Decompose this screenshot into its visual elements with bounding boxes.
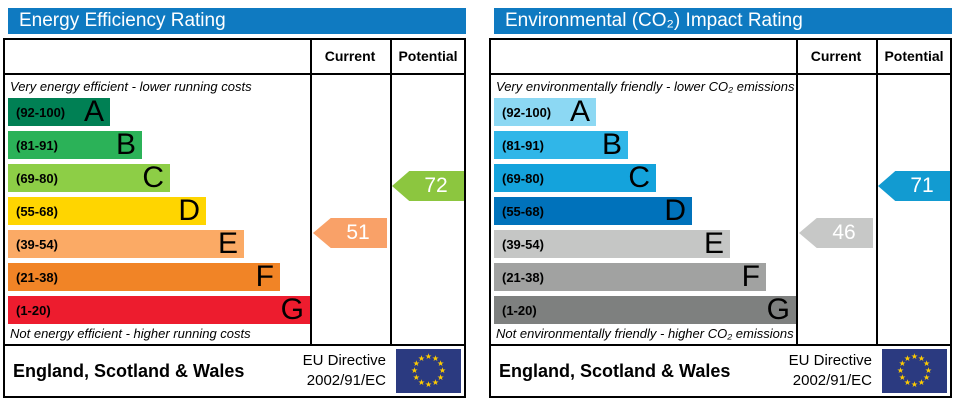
column-divider [390, 40, 392, 344]
panel-footer: England, Scotland & Wales EU Directive 2… [491, 346, 950, 396]
top-caption: Very energy efficient - lower running co… [10, 79, 252, 94]
current-column-header: Current [810, 48, 862, 64]
rating-band-b: (81-91) B [8, 128, 142, 161]
band-letter: F [741, 260, 760, 293]
header-divider [5, 73, 464, 75]
rating-bands: (92-100) A (81-91) B (69-80) C (55-68) D… [494, 95, 796, 329]
rating-band-b: (81-91) B [494, 128, 628, 161]
band-letter: A [569, 95, 590, 128]
band-range-label: (69-80) [502, 170, 544, 186]
band-letter: G [766, 293, 790, 326]
energy-efficiency-panel: Energy Efficiency Rating Current Potenti… [3, 8, 466, 398]
band-letter: E [703, 227, 724, 260]
band-letter: D [178, 194, 200, 227]
band-range-label: (81-91) [502, 137, 544, 153]
potential-rating-arrow: 71 [878, 171, 950, 201]
rating-band-f: (21-38) F [8, 260, 280, 293]
footer-divider [491, 344, 950, 346]
bottom-caption: Not environmentally friendly - higher CO… [496, 326, 794, 341]
band-letter: C [142, 161, 164, 194]
band-range-label: (69-80) [16, 170, 58, 186]
rating-band-e: (39-54) E [494, 227, 730, 260]
band-letter: G [280, 293, 304, 326]
rating-bands: (92-100) A (81-91) B (69-80) C (55-68) D… [8, 95, 310, 329]
column-divider [310, 40, 312, 344]
rating-band-c: (69-80) C [494, 161, 656, 194]
band-letter: E [217, 227, 238, 260]
band-range-label: (1-20) [502, 302, 537, 318]
band-range-label: (21-38) [16, 269, 58, 285]
rating-band-a: (92-100) A [8, 95, 110, 128]
band-letter: B [115, 128, 136, 161]
band-letter: A [83, 95, 104, 128]
region-label: England, Scotland & Wales [13, 361, 245, 381]
current-rating-arrow: 51 [313, 218, 387, 248]
eu-directive-line2: 2002/91/EC [792, 372, 872, 389]
top-caption: Very environmentally friendly - lower CO… [496, 79, 795, 94]
eu-flag-icon: ★ ★ ★ ★ ★ ★ ★ ★ ★ ★ ★ ★ [882, 349, 947, 393]
band-range-label: (55-68) [16, 203, 58, 219]
eu-directive-label: EU Directive 2002/91/EC [303, 351, 386, 391]
band-letter: B [601, 128, 622, 161]
band-range-label: (55-68) [502, 203, 544, 219]
panel-footer: England, Scotland & Wales EU Directive 2… [5, 346, 464, 396]
bottom-caption: Not energy efficient - higher running co… [10, 326, 251, 341]
rating-band-e: (39-54) E [8, 227, 244, 260]
footer-divider [5, 344, 464, 346]
panel-title: Environmental (CO₂) Impact Rating [494, 8, 952, 34]
rating-chart-box: Current Potential Very environmentally f… [489, 38, 952, 398]
band-range-label: (21-38) [502, 269, 544, 285]
current-column-header: Current [324, 48, 376, 64]
rating-band-c: (69-80) C [8, 161, 170, 194]
header-divider [491, 73, 950, 75]
rating-band-d: (55-68) D [494, 194, 692, 227]
rating-band-g: (1-20) G [494, 293, 796, 326]
eu-directive-line1: EU Directive [302, 352, 386, 369]
band-range-label: (92-100) [502, 104, 552, 120]
band-range-label: (39-54) [16, 236, 58, 252]
rating-chart-box: Current Potential Very energy efficient … [3, 38, 466, 398]
eu-directive-label: EU Directive 2002/91/EC [789, 351, 872, 391]
eu-flag-icon: ★ ★ ★ ★ ★ ★ ★ ★ ★ ★ ★ ★ [396, 349, 461, 393]
band-range-label: (39-54) [502, 236, 544, 252]
eu-directive-line2: 2002/91/EC [306, 372, 386, 389]
band-range-label: (81-91) [16, 137, 58, 153]
potential-rating-arrow: 72 [392, 171, 464, 201]
rating-band-a: (92-100) A [494, 95, 596, 128]
region-label: England, Scotland & Wales [499, 361, 731, 381]
column-divider [876, 40, 878, 344]
band-range-label: (92-100) [16, 104, 66, 120]
eu-directive-line1: EU Directive [788, 352, 872, 369]
current-rating-arrow: 46 [799, 218, 873, 248]
rating-band-d: (55-68) D [8, 194, 206, 227]
band-range-label: (1-20) [16, 302, 51, 318]
band-letter: C [628, 161, 650, 194]
panel-title: Energy Efficiency Rating [8, 8, 466, 34]
rating-band-f: (21-38) F [494, 260, 766, 293]
environmental-co2-panel: Environmental (CO₂) Impact Rating Curren… [489, 8, 952, 398]
potential-column-header: Potential [884, 48, 944, 64]
band-letter: D [664, 194, 686, 227]
band-letter: F [255, 260, 274, 293]
rating-band-g: (1-20) G [8, 293, 310, 326]
potential-column-header: Potential [398, 48, 458, 64]
column-divider [796, 40, 798, 344]
